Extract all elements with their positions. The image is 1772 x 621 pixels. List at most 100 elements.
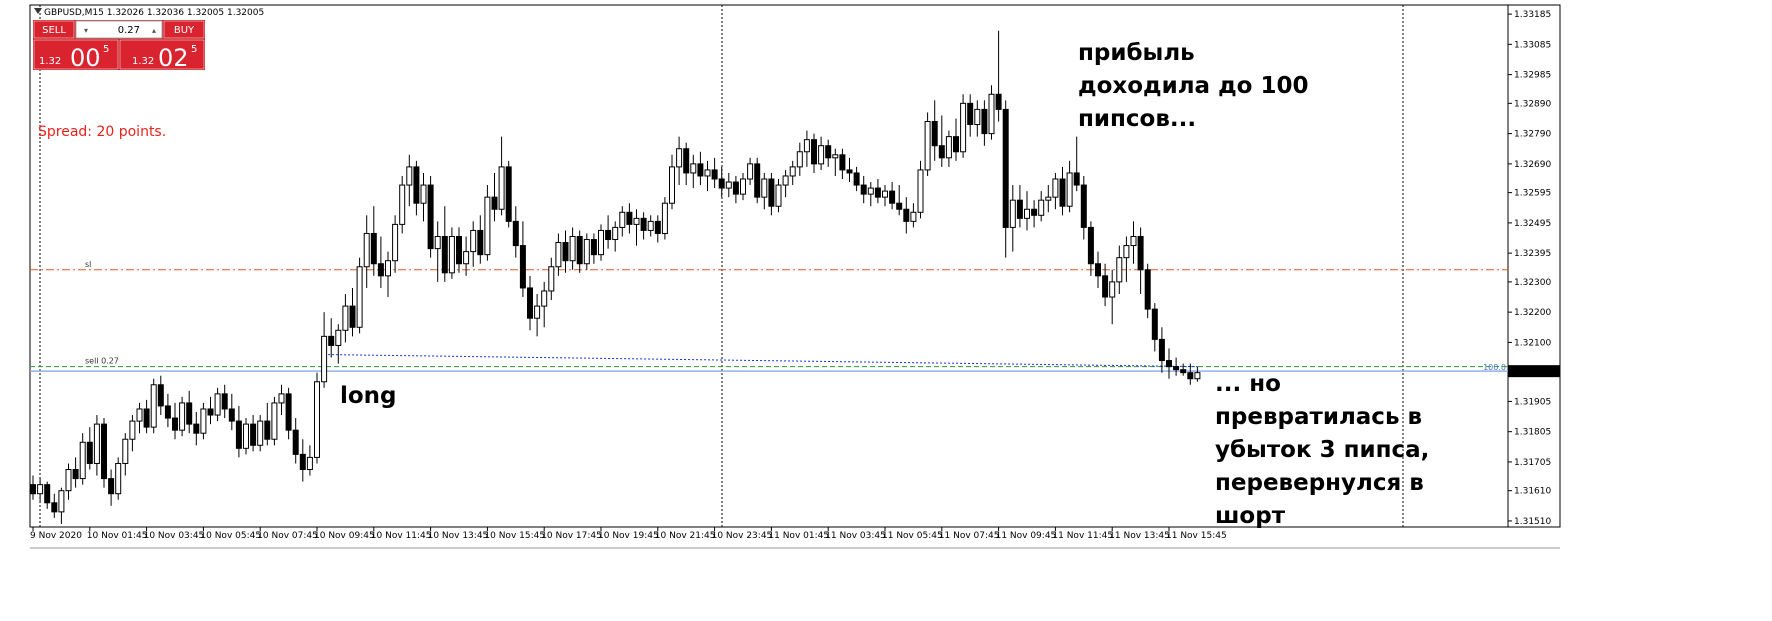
bid-box[interactable] <box>33 39 119 70</box>
candle-body <box>370 232 377 265</box>
candle-body <box>519 245 526 289</box>
annotation: шорт <box>1215 503 1286 529</box>
candle-body <box>427 184 434 250</box>
candle-body <box>704 169 711 177</box>
x-tick-label: 10 Nov 23:45 <box>712 531 773 541</box>
candle-body <box>186 402 193 425</box>
candle-body <box>136 408 143 422</box>
candle-body <box>867 187 874 195</box>
candle-body <box>583 239 590 265</box>
candle-body <box>1080 184 1087 228</box>
x-tick-label: 10 Nov 21:45 <box>655 531 716 541</box>
lot-input[interactable] <box>75 20 163 39</box>
candle-body <box>1116 257 1123 283</box>
lot-up[interactable]: ▴ <box>152 26 156 35</box>
y-tick-label: 1.32100 <box>1514 338 1551 348</box>
candle-body <box>463 251 470 265</box>
ask-box[interactable] <box>119 39 205 70</box>
bid-label: 1.32005 <box>1514 367 1551 377</box>
candle-body <box>903 208 910 222</box>
candle-body <box>93 423 100 464</box>
annotation: пипсов... <box>1078 106 1196 132</box>
x-tick-label: 10 Nov 15:45 <box>484 531 545 541</box>
annotation: long <box>340 383 397 409</box>
candle-body <box>200 408 207 434</box>
candle-body <box>924 121 931 171</box>
window-title: GBPUSD,M15 1.32026 1.32036 1.32005 1.320… <box>44 8 264 18</box>
x-tick-label: 10 Nov 17:45 <box>541 531 602 541</box>
trade-panel: SELL ▾ 0.27 ▴ BUY 1.32 00 5 1.32 02 5 <box>33 20 205 72</box>
candle-body <box>953 136 959 153</box>
candle-body <box>1024 208 1030 219</box>
candle-body <box>527 287 533 319</box>
candle-body <box>349 305 356 328</box>
y-tick-label: 1.33085 <box>1514 40 1551 50</box>
y-tick-label: 1.32890 <box>1514 99 1551 109</box>
candle-body <box>1130 235 1137 247</box>
lot-down[interactable]: ▾ <box>84 26 88 35</box>
candle-body <box>328 335 335 346</box>
candle-body <box>37 484 44 495</box>
candle-body <box>243 423 249 449</box>
candle-body <box>1102 275 1109 298</box>
buy-label: BUY <box>174 25 195 36</box>
x-tick-label: 11 Nov 03:45 <box>825 531 886 541</box>
candle-body <box>825 145 832 159</box>
price-axis <box>1507 4 1561 528</box>
y-tick-label: 1.32200 <box>1514 308 1551 318</box>
y-tick-label: 1.32790 <box>1514 130 1551 140</box>
candle-body <box>882 190 888 198</box>
candle-body <box>207 408 214 416</box>
candle-body <box>860 184 867 195</box>
bid-point: 5 <box>103 44 109 55</box>
annotation: доходила до 100 <box>1078 73 1308 99</box>
candle-body <box>264 420 271 440</box>
candle-body <box>853 172 860 186</box>
candle-body <box>491 196 498 210</box>
candle-body <box>576 235 583 265</box>
candle-body <box>569 235 576 262</box>
candle-body <box>79 441 86 480</box>
candle-body <box>44 484 51 504</box>
x-tick-label: 10 Nov 05:45 <box>200 531 261 541</box>
y-tick-label: 1.32985 <box>1514 71 1551 81</box>
y-tick-label: 1.32395 <box>1514 249 1551 259</box>
candle-body <box>164 405 171 419</box>
candle-body <box>1059 178 1066 207</box>
candle-body <box>626 211 633 225</box>
candle-body <box>661 202 668 234</box>
candle-body <box>413 166 420 204</box>
candle-body <box>235 420 242 449</box>
candle-body <box>782 175 789 186</box>
candle-body <box>406 166 413 186</box>
candle-body <box>477 229 484 256</box>
candle-body <box>299 453 306 471</box>
sell-button[interactable] <box>33 20 75 39</box>
candle-body <box>420 184 427 204</box>
candle-body <box>101 423 107 480</box>
candle-body <box>306 456 313 471</box>
candle-body <box>725 181 732 189</box>
candle-body <box>1052 178 1059 198</box>
buy-button[interactable] <box>163 20 205 39</box>
candle-body <box>321 335 328 383</box>
candle-body <box>1180 369 1187 374</box>
ask-pips: 02 <box>158 44 189 72</box>
candle-body <box>498 166 505 210</box>
candle-body <box>1038 199 1045 216</box>
y-tick-label: 1.33185 <box>1514 10 1551 20</box>
candle-body <box>605 229 612 241</box>
candle-body <box>775 184 782 207</box>
candle-body <box>562 242 569 262</box>
y-tick-label: 1.31610 <box>1514 487 1551 497</box>
candle-body <box>1109 281 1116 298</box>
candle-body <box>917 169 924 213</box>
candle-body <box>342 305 349 331</box>
candle-body <box>981 108 988 135</box>
candle-body <box>832 154 839 159</box>
candle-body <box>754 163 761 198</box>
annotation: прибыль <box>1078 40 1195 66</box>
candle-body <box>960 102 967 153</box>
candle-body <box>995 93 1002 110</box>
